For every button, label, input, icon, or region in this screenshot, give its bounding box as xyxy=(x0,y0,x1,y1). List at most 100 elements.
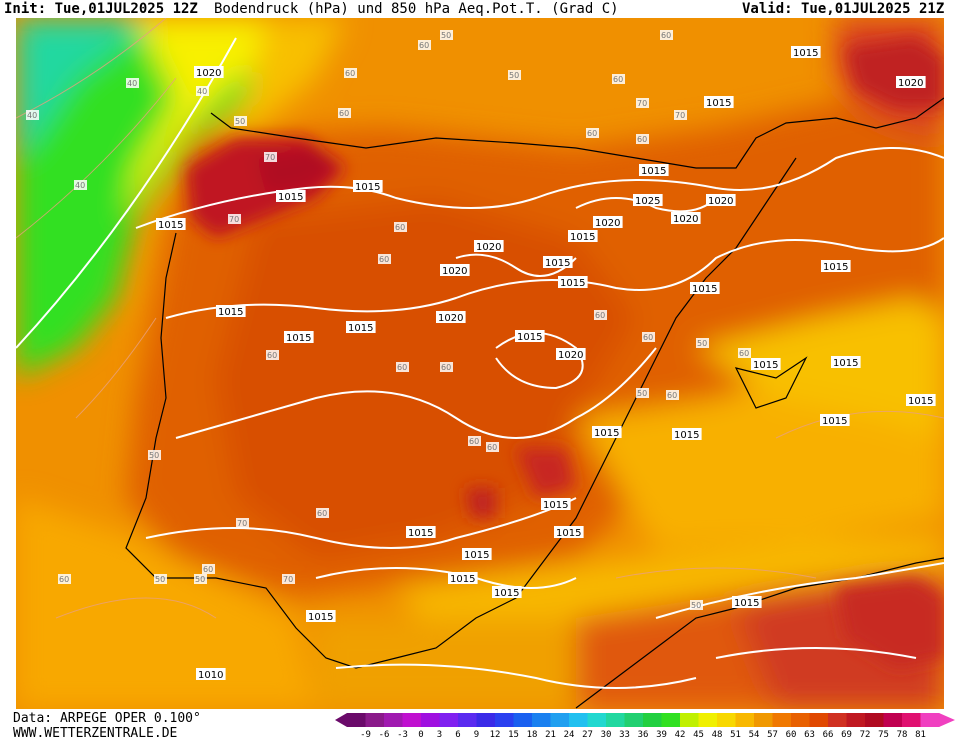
theta-label-bg xyxy=(468,436,481,446)
legend-tick-label: 18 xyxy=(526,730,538,740)
isobar-label: 1015 xyxy=(286,333,311,344)
theta-label-bg xyxy=(148,450,161,460)
isobar-label: 1015 xyxy=(706,98,731,109)
isobar-label-bg xyxy=(541,498,571,510)
legend-tick-label: 6 xyxy=(455,730,461,740)
theta-label: 50 xyxy=(691,601,701,610)
theta-label-bg xyxy=(282,574,295,584)
isobar-label-bg xyxy=(306,610,336,622)
legend-tick-label: -6 xyxy=(378,730,390,740)
theta-label-bg xyxy=(586,128,599,138)
theta-label-bg xyxy=(660,30,673,40)
legend-swatch xyxy=(384,713,403,727)
valid-time-label: Valid: Tue,01JUL2025 21Z xyxy=(742,1,945,17)
legend-swatch xyxy=(883,713,903,727)
theta-label: 60 xyxy=(419,41,429,50)
legend-tick-label: 42 xyxy=(674,730,686,740)
theta-label: 50 xyxy=(195,575,205,584)
theta-label-bg xyxy=(58,574,71,584)
theta-label: 40 xyxy=(27,111,37,120)
legend-swatch xyxy=(920,713,940,727)
website-label: WWW.WETTERZENTRALE.DE xyxy=(13,726,178,741)
theta-label-bg xyxy=(26,110,39,120)
theta-label: 70 xyxy=(229,215,239,224)
theta-label-bg xyxy=(396,362,409,372)
theta-label: 60 xyxy=(643,333,653,342)
theta-label-bg xyxy=(202,564,215,574)
isobar-label-bg xyxy=(448,572,478,584)
isobar-label-bg xyxy=(831,356,861,368)
theta-label: 60 xyxy=(345,69,355,78)
isobar-label-bg xyxy=(353,180,383,192)
isobar-label: 1015 xyxy=(348,323,373,334)
isobar-label-bg xyxy=(406,526,436,538)
theta-label: 70 xyxy=(237,519,247,528)
legend-swatch xyxy=(439,713,459,727)
theta-label-bg xyxy=(440,30,453,40)
theta-label: 60 xyxy=(613,75,623,84)
theta-label-bg xyxy=(418,40,431,50)
isobar-label: 1020 xyxy=(558,350,583,361)
theta-label: 50 xyxy=(637,389,647,398)
legend-tick-label: 24 xyxy=(563,730,575,740)
theta-label: 60 xyxy=(59,575,69,584)
legend-tick-label: 9 xyxy=(473,730,480,740)
isobar-label-bg xyxy=(568,230,598,242)
legend-tick-label: 75 xyxy=(878,730,889,740)
legend-tick-label: 69 xyxy=(841,730,852,740)
legend-swatch xyxy=(865,713,884,727)
isobar-label-bg xyxy=(543,256,573,268)
isobars xyxy=(16,37,944,689)
isobar-label-bg xyxy=(732,596,762,608)
theta-label: 40 xyxy=(127,79,137,88)
legend-tick-label: 12 xyxy=(489,730,501,740)
theta-label: 60 xyxy=(441,363,451,372)
isobar-label: 1015 xyxy=(408,528,433,539)
isobar-label: 1020 xyxy=(438,313,463,324)
legend-swatch xyxy=(735,713,755,727)
isobar-label-bg xyxy=(906,394,936,406)
theta-label-bg xyxy=(266,350,279,360)
isobar-label-bg xyxy=(791,46,821,58)
theta-label: 50 xyxy=(697,339,707,348)
isobar-label: 1015 xyxy=(517,332,542,343)
legend-swatch xyxy=(661,713,681,727)
theta-label: 50 xyxy=(441,31,451,40)
theta-label: 40 xyxy=(197,87,207,96)
legend-swatch xyxy=(365,713,385,727)
legend-tick-label: 21 xyxy=(545,730,556,740)
theta-label-bg xyxy=(594,310,607,320)
legend-swatch xyxy=(791,713,810,727)
theta-label: 50 xyxy=(509,71,519,80)
legend-tick-label: 66 xyxy=(822,730,834,740)
theta-label: 50 xyxy=(235,117,245,126)
theta-label-bg xyxy=(636,134,649,144)
legend-tick-label: 78 xyxy=(896,730,908,740)
theta-label-bg xyxy=(264,152,277,162)
theta-label-bg xyxy=(236,518,249,528)
theta-label: 60 xyxy=(203,565,213,574)
isobar-label-bg xyxy=(276,190,306,202)
isobar-label-bg xyxy=(633,194,663,206)
legend-tick-label: -3 xyxy=(397,730,408,740)
legend-tick-label: 3 xyxy=(436,730,443,740)
theta-label-bg xyxy=(738,348,751,358)
init-time-label: Init: Tue,01JUL2025 12Z xyxy=(4,1,198,17)
legend-swatch xyxy=(643,713,662,727)
isobar-label: 1020 xyxy=(476,242,501,253)
legend-swatch xyxy=(754,713,773,727)
theta-label: 70 xyxy=(675,111,685,120)
isobar-label-bg xyxy=(515,330,545,342)
isobar-label-bg xyxy=(690,282,720,294)
isobar-label: 1015 xyxy=(158,220,183,231)
legend-swatch xyxy=(902,713,921,727)
theta-label: 60 xyxy=(739,349,749,358)
theta-label: 60 xyxy=(637,135,647,144)
isobar-label: 1015 xyxy=(753,360,778,371)
legend-tick-label: 39 xyxy=(656,730,667,740)
isobar-label: 1015 xyxy=(833,358,858,369)
theta-label: 50 xyxy=(155,575,165,584)
isobar-label: 1015 xyxy=(570,232,595,243)
legend-swatch xyxy=(680,713,699,727)
